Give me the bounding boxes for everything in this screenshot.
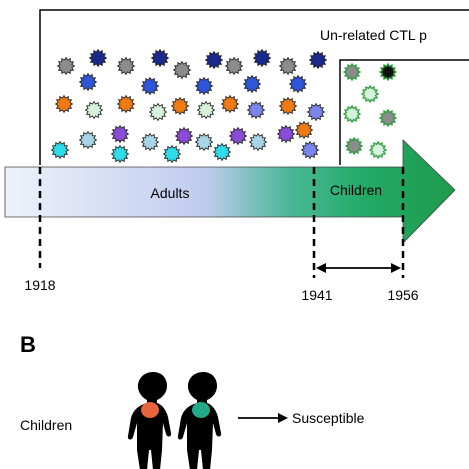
adult-cell-icon [78, 72, 98, 92]
adult-cell-icon [220, 94, 240, 114]
arrow-label-adults: Adults [151, 185, 190, 201]
adult-cell-icon [116, 94, 136, 114]
interval-arrowhead-left [316, 263, 326, 273]
year-label-1918: 1918 [24, 277, 55, 293]
child-cell-icon [344, 136, 364, 156]
adult-cell-icon [204, 50, 224, 70]
panel-b-letter: B [20, 332, 36, 357]
adult-cell-icon [212, 142, 232, 162]
adult-cell-icon [116, 56, 136, 76]
adult-cell-icon [78, 130, 98, 150]
adult-cell-icon [150, 48, 170, 68]
adult-cell-icon [300, 140, 320, 160]
adult-cell-icon [54, 94, 74, 114]
adult-cell-icon [278, 56, 298, 76]
cell-clones [50, 48, 398, 164]
year-label-1956: 1956 [387, 287, 418, 303]
children-repertoire-box [339, 59, 469, 165]
adult-cell-icon [110, 144, 130, 164]
child-cell-icon [342, 62, 362, 82]
child-cell-icon [342, 104, 362, 124]
outcome-arrowhead [278, 413, 288, 423]
adult-cell-icon [194, 76, 214, 96]
interval-arrowhead-right [391, 263, 401, 273]
adult-cell-icon [288, 74, 308, 94]
adult-cell-icon [148, 102, 168, 122]
year-label-1941: 1941 [301, 287, 332, 303]
arrow-label-children: Children [330, 182, 382, 198]
adult-cell-icon [196, 100, 216, 120]
adult-cell-icon [140, 76, 160, 96]
adult-cell-icon [294, 120, 314, 140]
adult-cell-icon [242, 74, 262, 94]
adult-cell-icon [252, 48, 272, 68]
child-cell-icon [368, 140, 388, 160]
adult-cell-icon [172, 60, 192, 80]
box-label: Un-related CTL p [320, 27, 427, 43]
adult-cell-icon [306, 102, 326, 122]
adult-cell-icon [224, 56, 244, 76]
adult-repertoire-box [39, 9, 469, 165]
child-cell-icon [378, 108, 398, 128]
adult-cell-icon [110, 124, 130, 144]
adult-cell-icon [228, 126, 248, 146]
timeline-arrow [4, 139, 456, 244]
child-cell-icon [360, 84, 380, 104]
adult-cell-icon [276, 124, 296, 144]
child-silhouette-green [177, 372, 222, 469]
adult-cell-icon [56, 56, 76, 76]
adult-cell-icon [140, 132, 160, 152]
adult-cell-icon [88, 48, 108, 68]
adult-cell-icon [248, 132, 268, 152]
adult-cell-icon [170, 96, 190, 116]
outcome-label: Susceptible [292, 410, 365, 426]
adult-cell-icon [194, 132, 214, 152]
child-cell-icon [378, 62, 398, 82]
child-silhouette-red [127, 372, 172, 469]
adult-cell-icon [246, 100, 266, 120]
adult-cell-icon [162, 144, 182, 164]
adult-cell-icon [278, 96, 298, 116]
row-label-children: Children [20, 417, 72, 433]
adult-cell-icon [308, 50, 328, 70]
adult-cell-icon [84, 100, 104, 120]
adult-cell-icon [174, 126, 194, 146]
adult-cell-icon [50, 140, 70, 160]
